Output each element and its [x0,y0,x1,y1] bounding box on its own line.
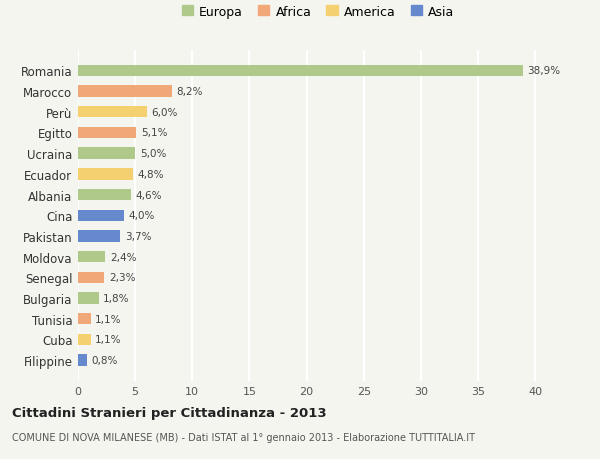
Bar [78,66,523,77]
Bar [78,169,133,180]
Text: 4,6%: 4,6% [135,190,161,200]
Bar [78,313,91,325]
Text: 1,8%: 1,8% [103,293,130,303]
Text: 4,0%: 4,0% [128,211,155,221]
Text: 4,8%: 4,8% [137,169,164,179]
Text: 1,1%: 1,1% [95,314,122,324]
Bar [78,334,91,345]
Text: 8,2%: 8,2% [176,87,203,97]
Text: COMUNE DI NOVA MILANESE (MB) - Dati ISTAT al 1° gennaio 2013 - Elaborazione TUTT: COMUNE DI NOVA MILANESE (MB) - Dati ISTA… [12,432,475,442]
Bar [78,252,106,263]
Bar [78,148,135,159]
Bar [78,128,136,139]
Text: 3,7%: 3,7% [125,231,151,241]
Bar [78,190,131,201]
Text: 5,1%: 5,1% [141,128,167,138]
Text: 1,1%: 1,1% [95,335,122,345]
Bar [78,355,87,366]
Bar [78,86,172,97]
Bar [78,272,104,283]
Text: Cittadini Stranieri per Cittadinanza - 2013: Cittadini Stranieri per Cittadinanza - 2… [12,406,326,419]
Text: 2,3%: 2,3% [109,273,136,283]
Text: 38,9%: 38,9% [527,66,560,76]
Text: 2,4%: 2,4% [110,252,137,262]
Bar [78,231,120,242]
Bar [78,107,146,118]
Legend: Europa, Africa, America, Asia: Europa, Africa, America, Asia [182,6,454,18]
Text: 5,0%: 5,0% [140,149,166,159]
Bar [78,210,124,221]
Text: 0,8%: 0,8% [92,355,118,365]
Bar [78,293,98,304]
Text: 6,0%: 6,0% [151,107,178,118]
